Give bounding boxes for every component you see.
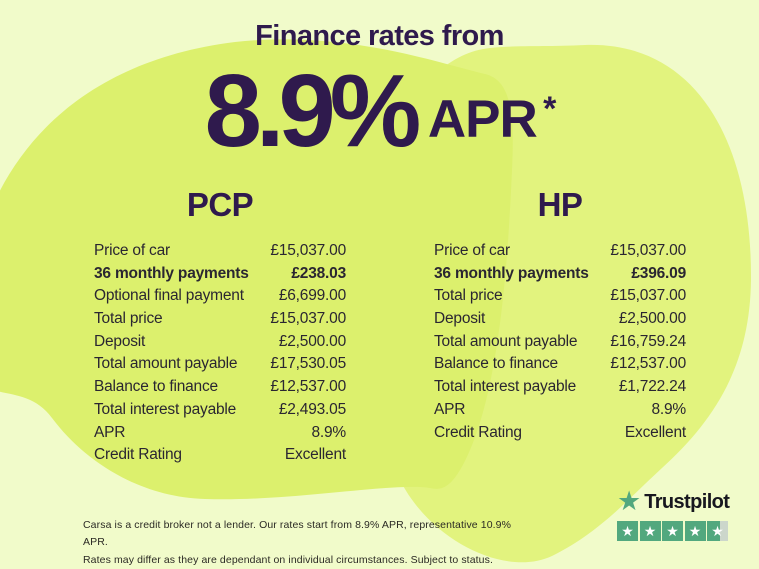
star-icon: ★ [684,521,706,541]
table-row: Total price £15,037.00 [94,310,346,333]
disclaimer-line-1: Carsa is a credit broker not a lender. O… [83,519,512,549]
row-label: Total price [434,287,503,305]
table-row: Total interest payable £2,493.05 [94,401,346,424]
row-label: Total amount payable [434,332,578,350]
trustpilot-logo: ★ Trustpilot [617,486,739,516]
row-value: £12,537.00 [610,355,686,373]
hp-title: HP [537,186,583,223]
row-label: Price of car [434,242,510,259]
row-value: Excellent [624,423,686,441]
table-row: Deposit £2,500.00 [94,333,346,356]
row-value: £12,537.00 [270,378,346,396]
row-label: Deposit [434,310,486,328]
table-row: 36 monthly payments £238.03 [94,265,346,288]
disclaimer-line-2: Rates may differ as they are dependant o… [83,553,493,566]
row-value: 8.9% [311,423,346,441]
pcp-table: PCP Price of car £15,037.00 36 monthly pa… [94,186,346,469]
table-row: Total amount payable £17,530.05 [94,355,346,378]
row-label: Total interest payable [434,378,577,396]
row-value: £238.03 [291,264,346,282]
table-row: APR 8.9% [94,424,346,447]
row-value: £17,530.05 [270,355,346,373]
trustpilot-star-icon: ★ [617,486,642,516]
row-value: £396.09 [631,264,686,282]
hp-rows: Price of car £15,037.00 36 monthly paymen… [434,242,686,446]
pcp-title: PCP [186,186,254,223]
table-row: Credit Rating Excellent [434,424,686,447]
row-label: Optional final payment [94,287,244,305]
table-row: Deposit £2,500.00 [434,310,686,333]
row-value: £2,500.00 [278,332,346,350]
table-row: APR 8.9% [434,401,686,424]
table-row: 36 monthly payments £396.09 [434,265,686,288]
row-label: Credit Rating [434,423,522,441]
trustpilot-wordmark: Trustpilot [644,491,730,513]
row-value: 8.9% [651,400,686,418]
row-label: Total price [94,310,163,328]
row-label: Total interest payable [94,400,237,418]
star-icon: ★ [662,521,683,541]
row-label: Total amount payable [94,355,238,373]
headline-eyebrow: Finance rates from [255,20,504,52]
headline-rate: 8.9% APR * [0,52,759,170]
row-value: £16,759.24 [610,332,686,350]
table-row: Optional final payment £6,699.00 [94,287,346,310]
star-icon: ★ [639,521,661,541]
asterisk-footnote-marker: * [543,90,557,128]
row-label: 36 monthly payments [434,264,589,282]
half-star-icon: ★ [707,521,728,541]
table-row: Total amount payable £16,759.24 [434,333,686,356]
table-row: Price of car £15,037.00 [434,242,686,265]
row-value: £6,699.00 [278,287,346,305]
row-label: Credit Rating [94,446,182,464]
row-value: £15,037.00 [610,242,686,259]
table-row: Credit Rating Excellent [94,446,346,469]
row-label: APR [94,423,126,441]
legal-disclaimer: Carsa is a credit broker not a lender. O… [83,517,513,569]
row-value: £2,500.00 [618,310,686,328]
left-background-blob [0,39,513,500]
table-row: Total interest payable £1,722.24 [434,378,686,401]
row-value: £15,037.00 [270,310,346,328]
row-label: Price of car [94,242,170,259]
rate-value: 8.9% [204,53,422,168]
hp-table: HP Price of car £15,037.00 36 monthly pay… [434,186,686,446]
trustpilot-badge[interactable]: ★ Trustpilot ★ ★ ★ ★ ★ [617,486,739,541]
trustpilot-rating-stars: ★ ★ ★ ★ ★ [617,521,739,541]
row-value: £1,722.24 [618,378,686,396]
star-icon: ★ [617,521,638,541]
row-label: Balance to finance [94,378,218,396]
row-label: Deposit [94,332,146,350]
row-value: Excellent [284,446,346,464]
row-value: £15,037.00 [270,242,346,259]
row-value: £2,493.05 [278,400,346,418]
table-row: Balance to finance £12,537.00 [94,378,346,401]
apr-label: APR [427,90,538,149]
pcp-rows: Price of car £15,037.00 36 monthly paymen… [94,242,346,469]
row-label: 36 monthly payments [94,264,249,282]
row-label: APR [434,400,466,418]
table-row: Price of car £15,037.00 [94,242,346,265]
row-label: Balance to finance [434,355,558,373]
table-row: Total price £15,037.00 [434,287,686,310]
table-row: Balance to finance £12,537.00 [434,355,686,378]
row-value: £15,037.00 [610,287,686,305]
